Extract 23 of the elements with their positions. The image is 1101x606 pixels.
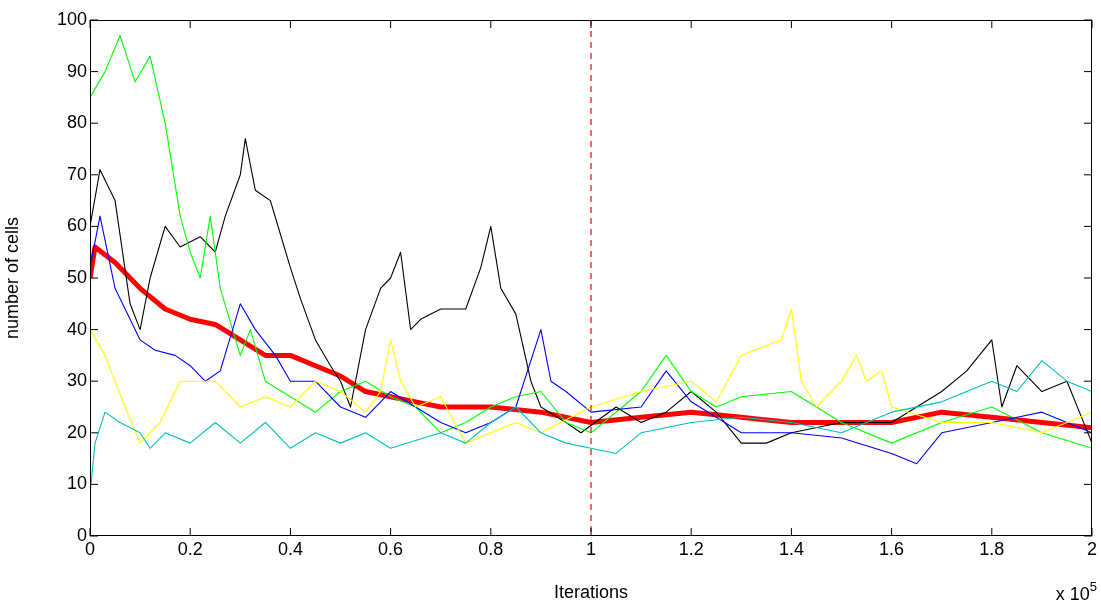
y-tick-label: 20 [66, 421, 87, 442]
y-tick-label: 30 [66, 370, 87, 391]
y-tick-label: 0 [76, 524, 87, 545]
x-tick-label: 0.8 [478, 538, 504, 559]
y-tick-label: 50 [66, 266, 87, 287]
y-tick-label: 100 [56, 8, 87, 29]
y-tick-label: 80 [66, 112, 87, 133]
y-axis-title: number of cells [1, 216, 22, 340]
y-tick-label: 60 [66, 215, 87, 236]
x-tick-label: 0.4 [277, 538, 303, 559]
x-tick-label: 1.8 [979, 538, 1005, 559]
x-tick-label: 1 [585, 538, 597, 559]
x-tick-label: 0.6 [378, 538, 404, 559]
y-tick-label: 90 [66, 60, 87, 81]
x-tick-label: 1.2 [678, 538, 704, 559]
x-tick-label: 0.2 [177, 538, 203, 559]
x-tick-label: 1.6 [879, 538, 905, 559]
x-tick-label: 2 [1086, 538, 1098, 559]
y-tick-label: 40 [66, 318, 87, 339]
x-axis-title: Iterations [553, 582, 629, 603]
y-tick-label: 70 [66, 163, 87, 184]
y-tick-label: 10 [66, 473, 87, 494]
x-tick-label: 1.4 [778, 538, 804, 559]
